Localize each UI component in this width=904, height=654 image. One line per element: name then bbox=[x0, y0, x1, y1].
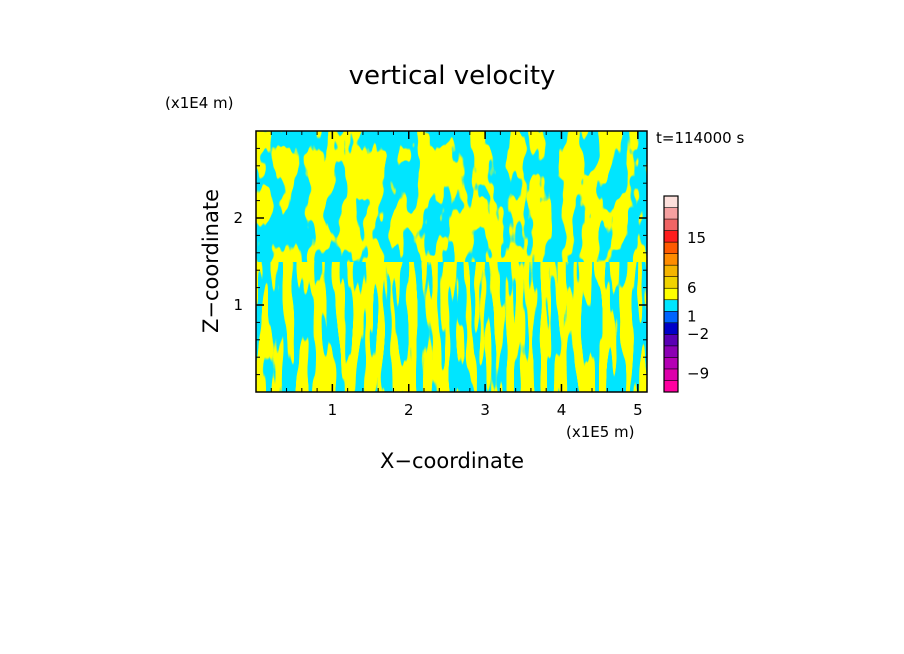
colorbar-segment bbox=[664, 276, 678, 289]
x-tick-label: 4 bbox=[557, 401, 567, 419]
colorbar-segment bbox=[664, 345, 678, 358]
colorbar-tick-label: 1 bbox=[687, 308, 697, 326]
colorbar-segment bbox=[664, 253, 678, 266]
y-tick-label: 2 bbox=[233, 209, 243, 227]
colorbar-segment bbox=[664, 380, 678, 393]
colorbar-frame bbox=[663, 195, 679, 393]
x-tick-label: 5 bbox=[633, 401, 643, 419]
time-label: t=114000 s bbox=[656, 129, 744, 147]
colorbar-segment bbox=[664, 230, 678, 243]
y-tick-label: 1 bbox=[233, 296, 243, 314]
plot-frame bbox=[255, 130, 648, 393]
colorbar-tick-label: −2 bbox=[687, 325, 709, 343]
x-axis-label: X−coordinate bbox=[380, 449, 524, 473]
colorbar-segment bbox=[664, 368, 678, 381]
colorbar-segment bbox=[664, 288, 678, 301]
colorbar-segment bbox=[664, 242, 678, 254]
field-downdraft-lower bbox=[256, 262, 647, 392]
colorbar-tick-label: 15 bbox=[687, 229, 706, 247]
colorbar: 15 6 1−2 −9 bbox=[663, 195, 709, 393]
field-downdraft-region bbox=[256, 131, 647, 262]
chart-title: vertical velocity bbox=[349, 61, 556, 91]
x-tick-label: 3 bbox=[480, 401, 490, 419]
x-tick-label: 2 bbox=[404, 401, 414, 419]
colorbar-tick-label: 6 bbox=[687, 279, 697, 297]
colorbar-segment bbox=[664, 207, 678, 220]
x-tick-label: 1 bbox=[328, 401, 338, 419]
colorbar-tick-label: −9 bbox=[687, 364, 709, 382]
x-axis-unit: (x1E5 m) bbox=[566, 423, 635, 441]
x-axis-ticks: 1 2 3 4 5 bbox=[270, 131, 643, 419]
colorbar-segment bbox=[664, 357, 678, 370]
colorbar-segment bbox=[664, 311, 678, 324]
colorbar-segment bbox=[664, 265, 678, 278]
contour-field bbox=[256, 131, 647, 392]
colorbar-segment bbox=[664, 334, 678, 347]
colorbar-segment bbox=[664, 322, 678, 335]
colorbar-segment bbox=[664, 196, 678, 208]
y-axis-unit: (x1E4 m) bbox=[165, 94, 234, 112]
y-axis-ticks: 12 bbox=[233, 147, 647, 376]
colorbar-segment bbox=[664, 219, 678, 231]
colorbar-segment bbox=[664, 299, 678, 312]
y-axis-label: Z−coordinate bbox=[199, 189, 223, 333]
